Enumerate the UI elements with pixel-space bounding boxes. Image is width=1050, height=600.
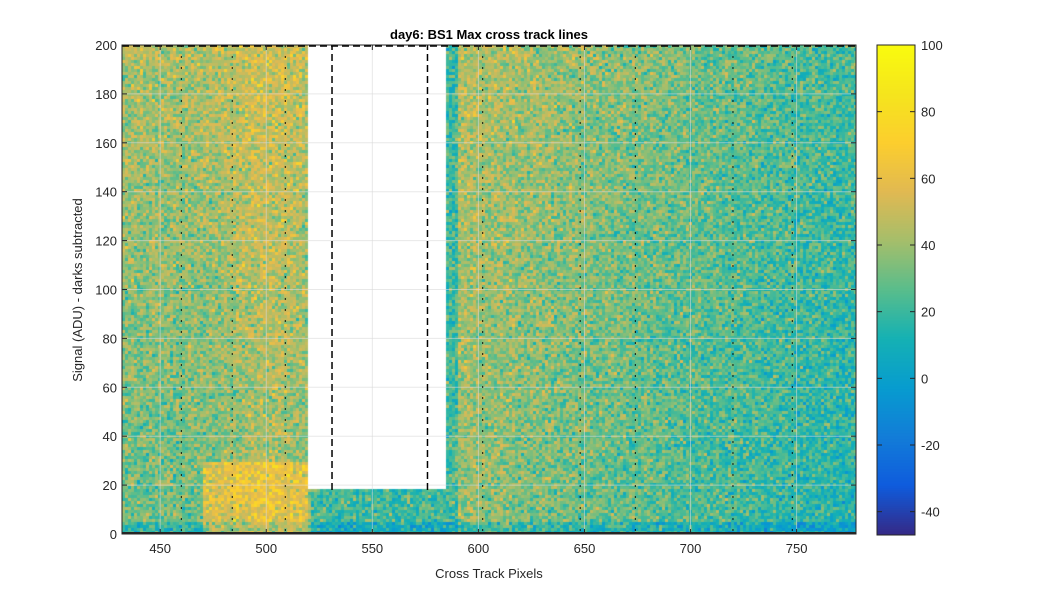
- y-axis-ticks: 0 20 40 60 80 100 120 140 160 180 200: [95, 38, 856, 542]
- y-tick-label: 180: [95, 87, 117, 102]
- x-tick-label: 650: [574, 541, 596, 556]
- colorbar-tick-label: 60: [921, 171, 935, 186]
- colorbar-gradient: [877, 45, 915, 535]
- y-tick-label: 0: [110, 527, 117, 542]
- colorbar-tick-label: -20: [921, 438, 940, 453]
- x-axis-label: Cross Track Pixels: [435, 566, 543, 581]
- grid-lines: [122, 44, 856, 534]
- y-tick-label: 160: [95, 136, 117, 151]
- chart-title: day6: BS1 Max cross track lines: [390, 27, 588, 42]
- y-tick-label: 200: [95, 38, 117, 53]
- colorbar-tick-label: 40: [921, 238, 935, 253]
- x-tick-label: 450: [149, 541, 171, 556]
- x-tick-label: 500: [255, 541, 277, 556]
- x-tick-label: 600: [468, 541, 490, 556]
- plot-area: 450 500 550 600 650 700 750 0 20 40 60 80 100 120 140…: [95, 38, 857, 556]
- x-axis-ticks: 450 500 550 600 650 700 750: [149, 45, 807, 556]
- y-axis-label: Signal (ADU) - darks subtracted: [70, 198, 85, 382]
- dashed-markers: [122, 45, 856, 534]
- colorbar: -40 -20 0 20 40 60 80 100: [876, 38, 943, 536]
- y-tick-label: 100: [95, 283, 117, 298]
- y-tick-label: 60: [103, 380, 117, 395]
- colorbar-tick-label: -40: [921, 505, 940, 520]
- colorbar-frame: [876, 44, 916, 536]
- colorbar-tick-label: 100: [921, 38, 943, 53]
- colorbar-tick-label: 80: [921, 105, 935, 120]
- x-tick-label: 550: [361, 541, 383, 556]
- y-tick-label: 80: [103, 331, 117, 346]
- x-tick-label: 750: [786, 541, 808, 556]
- colorbar-tick-label: 0: [921, 371, 928, 386]
- x-tick-label: 700: [680, 541, 702, 556]
- colorbar-tick-label: 20: [921, 305, 935, 320]
- colorbar-ticks: -40 -20 0 20 40 60 80 100: [877, 38, 943, 520]
- y-tick-label: 20: [103, 478, 117, 493]
- y-tick-label: 140: [95, 185, 117, 200]
- y-tick-label: 120: [95, 234, 117, 249]
- y-tick-label: 40: [103, 429, 117, 444]
